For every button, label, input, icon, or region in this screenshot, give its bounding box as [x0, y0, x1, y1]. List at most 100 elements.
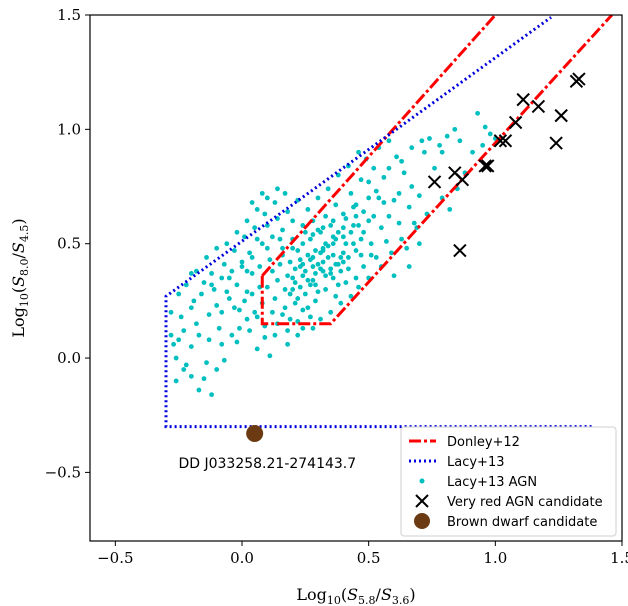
agn-point	[232, 248, 237, 253]
agn-point	[204, 255, 209, 260]
agn-point	[366, 218, 372, 224]
legend-item-brown-dwarf: Brown dwarf candidate	[414, 513, 597, 530]
agn-point	[409, 145, 415, 151]
agn-point	[351, 223, 356, 228]
agn-point	[487, 131, 493, 137]
very-red-agn-marker	[453, 243, 467, 258]
x-axis-label: Log10(S5.8/S3.6)	[296, 585, 415, 606]
agn-point	[315, 289, 321, 295]
agn-point	[320, 225, 326, 231]
agn-point	[209, 271, 215, 276]
agn-point	[292, 280, 298, 285]
agn-point	[340, 225, 346, 231]
agn-point	[366, 179, 372, 185]
agn-point	[325, 255, 331, 260]
agn-point	[214, 367, 220, 372]
very-red-agn-marker	[531, 99, 546, 114]
agn-point	[300, 261, 306, 267]
agn-point	[340, 250, 346, 256]
agn-point	[216, 325, 222, 331]
agn-point	[351, 241, 356, 247]
agn-point	[328, 266, 334, 272]
agn-point	[371, 165, 377, 171]
agn-point	[482, 124, 488, 130]
agn-point	[206, 312, 212, 317]
agn-point	[285, 273, 290, 279]
legend-box	[400, 426, 617, 537]
x-tick-label: −0.5	[97, 549, 133, 567]
agn-point	[275, 186, 280, 192]
agn-point	[264, 195, 270, 201]
agn-point	[416, 193, 422, 199]
agn-point	[351, 204, 356, 210]
agn-point	[171, 341, 177, 347]
agn-point	[287, 291, 293, 297]
agn-point	[404, 245, 410, 251]
agn-point	[168, 332, 174, 338]
agn-point	[277, 236, 283, 242]
agn-point	[330, 241, 336, 247]
agn-point	[305, 277, 311, 283]
agn-point	[325, 243, 331, 249]
agn-point	[389, 250, 394, 256]
agn-point	[282, 287, 288, 292]
agn-point	[318, 316, 323, 322]
agn-point	[358, 177, 364, 183]
agn-point	[252, 309, 258, 315]
agn-point	[221, 261, 227, 267]
agn-point	[224, 241, 230, 247]
agn-point	[219, 275, 225, 281]
agn-point	[262, 335, 268, 340]
agn-point	[257, 264, 263, 269]
agn-point	[285, 341, 290, 347]
agn-point	[457, 138, 463, 144]
agn-point	[254, 314, 260, 320]
agn-point	[300, 307, 306, 313]
agn-point	[343, 241, 349, 247]
very-red-agn-marker	[549, 136, 563, 150]
x-tick-label: 1.0	[483, 549, 507, 567]
agn-point	[328, 223, 334, 228]
agn-point	[346, 255, 351, 260]
agn-point	[384, 239, 389, 244]
very-red-agn-marker	[493, 134, 508, 148]
legend-label: Lacy+13 AGN	[447, 475, 537, 490]
agn-point	[308, 314, 313, 320]
agn-point	[323, 287, 328, 292]
agn-point	[310, 255, 316, 260]
plot-area	[164, 15, 613, 443]
agn-point	[325, 186, 331, 192]
agn-point	[366, 195, 372, 201]
svg-text:Log10(S5.8/S3.6): Log10(S5.8/S3.6)	[296, 585, 415, 606]
legend-item-very-red: Very red AGN candidate	[415, 494, 603, 510]
agn-point	[411, 220, 417, 226]
agn-point	[305, 206, 311, 212]
brown-dwarf-marker	[246, 425, 264, 443]
agn-point	[297, 284, 303, 290]
agn-point	[226, 296, 232, 301]
agn-point	[270, 309, 275, 315]
agn-point	[290, 287, 296, 292]
agn-point	[305, 252, 311, 258]
agn-point	[290, 218, 296, 224]
agn-point	[335, 261, 341, 267]
agn-point	[343, 280, 349, 285]
agn-point	[406, 264, 412, 269]
agn-point	[313, 271, 318, 276]
very-red-agn-marker	[481, 159, 495, 173]
agn-point	[399, 236, 404, 242]
agn-point	[333, 202, 339, 208]
agn-point	[280, 312, 285, 317]
agn-point	[234, 229, 240, 235]
agn-point	[176, 337, 182, 343]
agn-point	[292, 300, 298, 306]
agn-point	[328, 309, 334, 315]
agn-point	[302, 229, 308, 235]
very-red-agn-marker	[427, 175, 442, 189]
agn-point	[285, 209, 290, 215]
legend-item-lacy-agn: Lacy+13 AGN	[419, 475, 537, 490]
agn-point	[358, 252, 364, 258]
agn-point	[209, 282, 215, 288]
agn-point	[300, 223, 306, 228]
agn-point	[368, 241, 374, 247]
